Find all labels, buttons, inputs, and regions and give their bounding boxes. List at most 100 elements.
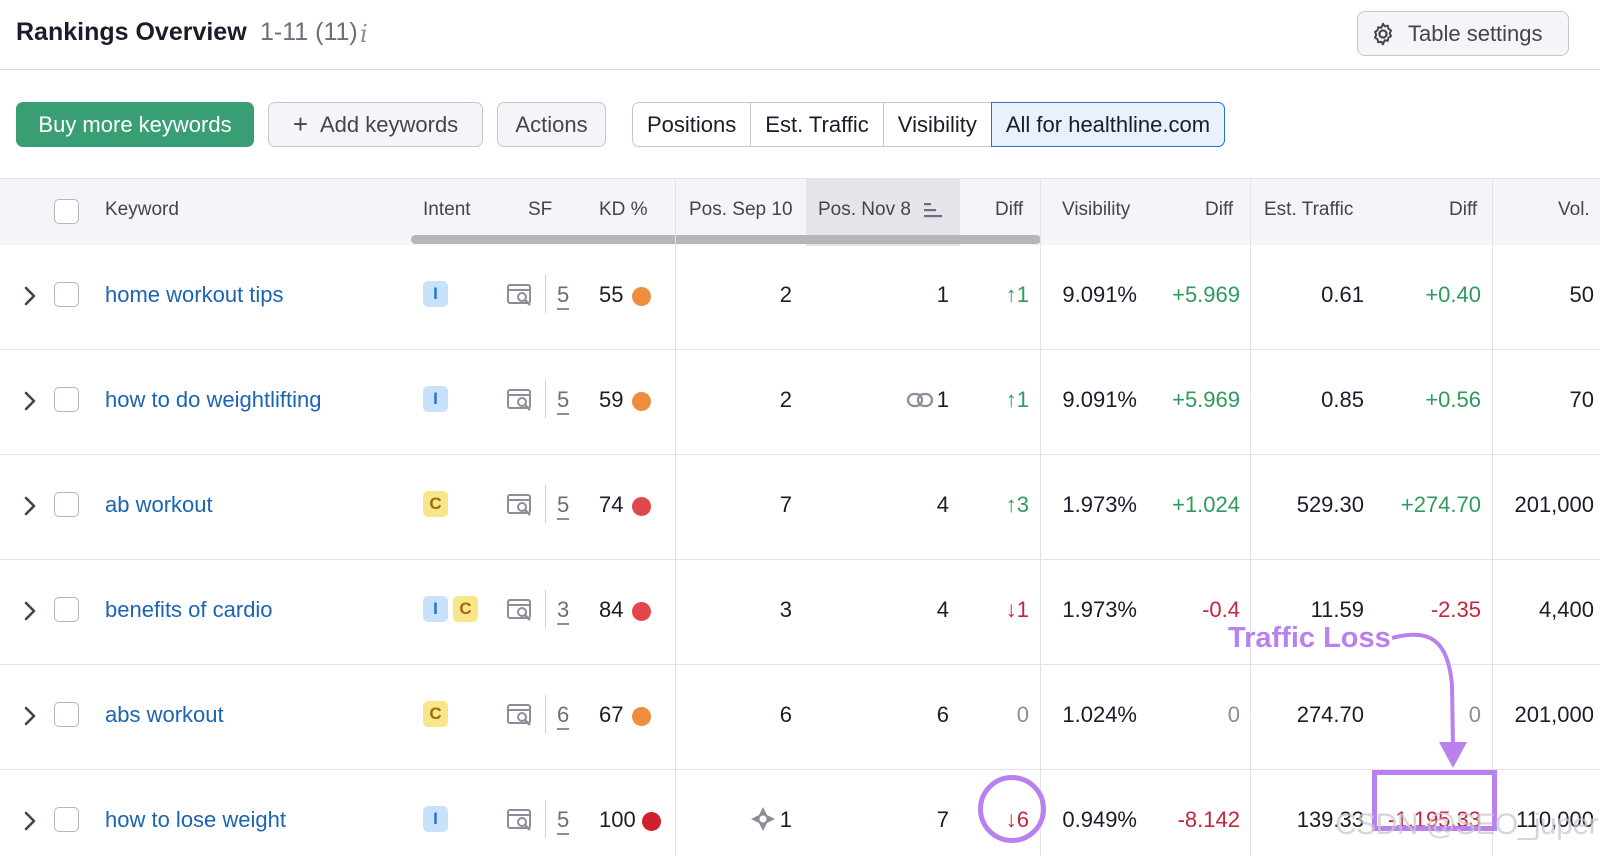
divider <box>545 380 546 418</box>
segment-visibility[interactable]: Visibility <box>883 103 992 146</box>
keyword-link[interactable]: abs workout <box>105 702 224 727</box>
position-sep: 6 <box>779 702 792 727</box>
sf-count[interactable]: 3 <box>557 597 570 625</box>
position-nov: 7 <box>936 807 949 832</box>
expand-chevron-icon[interactable] <box>22 810 38 832</box>
column-divider <box>1040 178 1041 856</box>
kd-difficulty-dot <box>642 812 661 831</box>
kd-value: 74 <box>599 492 624 517</box>
position-sep: 1 <box>779 807 792 832</box>
position-diff: ↑1 <box>1005 282 1029 307</box>
col-sf[interactable]: SF <box>528 199 553 220</box>
divider <box>545 695 546 733</box>
segment-all-for-domain[interactable]: All for healthline.com <box>990 102 1226 147</box>
serp-features-icon[interactable] <box>506 596 534 622</box>
divider <box>545 485 546 523</box>
visibility-value: 1.973% <box>1062 597 1137 622</box>
traffic-diff: +274.70 <box>1400 492 1481 517</box>
traffic-loss-annotation: Traffic Loss <box>1228 622 1391 654</box>
intent-badge: C <box>453 596 478 622</box>
traffic-diff: +0.40 <box>1425 282 1481 307</box>
segment-positions[interactable]: Positions <box>633 103 752 146</box>
kd-value: 55 <box>599 282 624 307</box>
result-range: 1-11 (11) <box>260 18 358 46</box>
keyword-link[interactable]: how to lose weight <box>105 807 286 832</box>
buy-more-keywords-button[interactable]: Buy more keywords <box>16 102 254 147</box>
position-nov: 1 <box>936 282 949 307</box>
ai-overview-icon <box>751 807 775 831</box>
serp-features-icon[interactable] <box>506 806 534 832</box>
visibility-value: 1.973% <box>1062 492 1137 517</box>
col-pos-sep[interactable]: Pos. Sep 10 <box>689 199 793 220</box>
col-est-traffic[interactable]: Est. Traffic <box>1264 199 1354 220</box>
intent-badge: I <box>423 281 448 307</box>
keyword-link[interactable]: benefits of cardio <box>105 597 273 622</box>
sf-count[interactable]: 6 <box>557 702 570 730</box>
serp-features-icon[interactable] <box>506 491 534 517</box>
search-volume: 201,000 <box>1514 702 1594 727</box>
table-row: benefits of cardio I C 3 84 3 4 ↓1 1.973% -0.4 11.… <box>0 560 1600 665</box>
intent-badge: I <box>423 806 448 832</box>
divider <box>545 275 546 313</box>
row-checkbox[interactable] <box>54 807 79 832</box>
intent-badge: C <box>423 701 448 727</box>
col-visibility-diff[interactable]: Diff <box>1205 199 1234 220</box>
visibility-diff: -0.4 <box>1202 597 1240 622</box>
traffic-value: 274.70 <box>1296 702 1364 727</box>
kd-difficulty-dot <box>632 287 651 306</box>
select-all-checkbox[interactable] <box>54 199 79 224</box>
traffic-diff: +0.56 <box>1425 387 1481 412</box>
col-diff[interactable]: Diff <box>995 199 1024 220</box>
position-nov: 6 <box>936 702 949 727</box>
position-sep: 3 <box>779 597 792 622</box>
sort-descending-icon[interactable] <box>924 202 943 218</box>
serp-features-icon[interactable] <box>506 386 534 412</box>
search-volume: 50 <box>1569 282 1594 307</box>
expand-chevron-icon[interactable] <box>22 600 38 622</box>
col-pos-nov[interactable]: Pos. Nov 8 <box>818 199 943 221</box>
keyword-link[interactable]: ab workout <box>105 492 213 517</box>
col-volume[interactable]: Vol. <box>1558 199 1590 220</box>
row-checkbox[interactable] <box>54 282 79 307</box>
visibility-diff: 0 <box>1227 702 1240 727</box>
expand-chevron-icon[interactable] <box>22 285 38 307</box>
row-checkbox[interactable] <box>54 387 79 412</box>
sf-count[interactable]: 5 <box>557 807 570 835</box>
sf-count[interactable]: 5 <box>557 387 570 415</box>
row-checkbox[interactable] <box>54 597 79 622</box>
col-keyword[interactable]: Keyword <box>105 199 179 220</box>
segment-est-traffic[interactable]: Est. Traffic <box>751 103 884 146</box>
search-volume: 4,400 <box>1538 597 1594 622</box>
table-row: home workout tips I 5 55 2 1 ↑1 9.091% +5.969 0.6… <box>0 245 1600 350</box>
sf-count[interactable]: 5 <box>557 282 570 310</box>
serp-features-icon[interactable] <box>506 281 534 307</box>
table-row: abs workout C 6 67 6 6 0 1.024% 0 274.70 0 201,000 <box>0 665 1600 770</box>
row-checkbox[interactable] <box>54 702 79 727</box>
position-sep: 2 <box>779 282 792 307</box>
table-settings-button[interactable]: Table settings <box>1357 11 1569 56</box>
col-traffic-diff[interactable]: Diff <box>1449 199 1478 220</box>
serp-features-icon[interactable] <box>506 701 534 727</box>
gear-icon <box>1374 22 1392 45</box>
row-checkbox[interactable] <box>54 492 79 517</box>
column-divider <box>1250 178 1251 856</box>
expand-chevron-icon[interactable] <box>22 705 38 727</box>
sf-count[interactable]: 5 <box>557 492 570 520</box>
horizontal-scrollbar[interactable] <box>411 235 1041 244</box>
col-visibility[interactable]: Visibility <box>1062 199 1131 220</box>
position-drop-highlight-circle <box>978 775 1046 843</box>
col-intent[interactable]: Intent <box>423 199 471 220</box>
intent-badge: C <box>423 491 448 517</box>
info-icon[interactable]: i <box>360 20 368 48</box>
keyword-link[interactable]: home workout tips <box>105 282 284 307</box>
traffic-diff: -2.35 <box>1430 597 1481 622</box>
visibility-value: 1.024% <box>1062 702 1137 727</box>
add-keywords-button[interactable]: + Add keywords <box>268 102 483 147</box>
visibility-value: 9.091% <box>1062 282 1137 307</box>
expand-chevron-icon[interactable] <box>22 495 38 517</box>
position-diff: ↓1 <box>1005 597 1029 622</box>
expand-chevron-icon[interactable] <box>22 390 38 412</box>
keyword-link[interactable]: how to do weightlifting <box>105 387 322 412</box>
col-kd[interactable]: KD % <box>599 199 648 220</box>
actions-button[interactable]: Actions <box>497 102 606 147</box>
